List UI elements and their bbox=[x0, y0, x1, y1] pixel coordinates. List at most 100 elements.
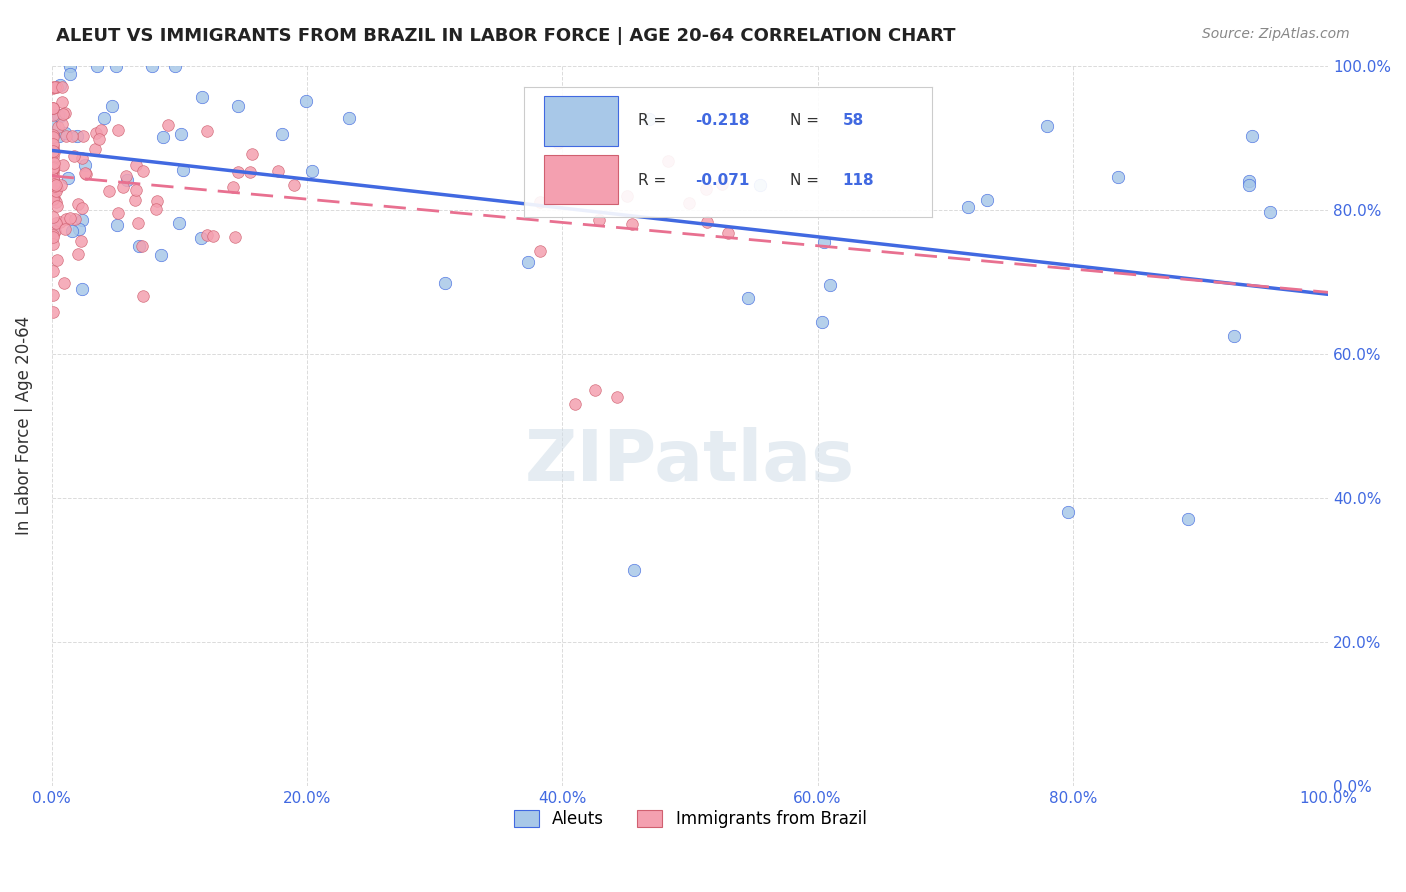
Immigrants from Brazil bbox=[52, 107, 75, 121]
Aleuts bbox=[152, 130, 174, 145]
Aleuts bbox=[70, 282, 93, 296]
Immigrants from Brazil bbox=[267, 164, 290, 178]
Immigrants from Brazil bbox=[42, 305, 65, 319]
Immigrants from Brazil bbox=[51, 117, 73, 131]
Immigrants from Brazil bbox=[42, 139, 65, 153]
Immigrants from Brazil bbox=[46, 253, 69, 268]
Immigrants from Brazil bbox=[65, 212, 87, 227]
Aleuts bbox=[1107, 170, 1129, 185]
Immigrants from Brazil bbox=[588, 212, 610, 227]
Immigrants from Brazil bbox=[657, 153, 679, 168]
Immigrants from Brazil bbox=[42, 150, 65, 164]
Immigrants from Brazil bbox=[46, 181, 69, 195]
Aleuts bbox=[101, 98, 124, 112]
Immigrants from Brazil bbox=[529, 194, 551, 209]
Immigrants from Brazil bbox=[55, 128, 77, 143]
Aleuts bbox=[172, 163, 194, 178]
Immigrants from Brazil bbox=[621, 217, 644, 231]
Aleuts bbox=[48, 129, 70, 144]
Immigrants from Brazil bbox=[42, 237, 65, 252]
Aleuts bbox=[149, 248, 172, 262]
Immigrants from Brazil bbox=[42, 161, 65, 176]
Immigrants from Brazil bbox=[52, 158, 75, 172]
Immigrants from Brazil bbox=[240, 146, 263, 161]
Immigrants from Brazil bbox=[42, 230, 65, 244]
Aleuts bbox=[190, 231, 212, 245]
Text: Source: ZipAtlas.com: Source: ZipAtlas.com bbox=[1202, 27, 1350, 41]
Immigrants from Brazil bbox=[283, 178, 305, 193]
Aleuts bbox=[42, 172, 65, 186]
Immigrants from Brazil bbox=[42, 108, 65, 122]
Immigrants from Brazil bbox=[564, 397, 586, 411]
Immigrants from Brazil bbox=[107, 205, 129, 219]
Immigrants from Brazil bbox=[49, 178, 72, 193]
Immigrants from Brazil bbox=[124, 158, 146, 172]
Immigrants from Brazil bbox=[42, 177, 65, 191]
Immigrants from Brazil bbox=[73, 166, 96, 180]
Immigrants from Brazil bbox=[42, 188, 65, 202]
Immigrants from Brazil bbox=[42, 145, 65, 160]
Immigrants from Brazil bbox=[107, 123, 129, 137]
Immigrants from Brazil bbox=[46, 80, 69, 95]
Immigrants from Brazil bbox=[127, 216, 149, 230]
Immigrants from Brazil bbox=[42, 192, 65, 206]
Immigrants from Brazil bbox=[44, 224, 66, 238]
Immigrants from Brazil bbox=[42, 166, 65, 180]
Y-axis label: In Labor Force | Age 20-64: In Labor Force | Age 20-64 bbox=[15, 316, 32, 535]
Immigrants from Brazil bbox=[67, 197, 90, 211]
Immigrants from Brazil bbox=[42, 264, 65, 278]
Immigrants from Brazil bbox=[42, 130, 65, 145]
Aleuts bbox=[1240, 129, 1263, 144]
Aleuts bbox=[59, 59, 82, 73]
Text: ZIPatlas: ZIPatlas bbox=[524, 427, 855, 496]
Aleuts bbox=[128, 238, 150, 252]
Immigrants from Brazil bbox=[132, 164, 155, 178]
Immigrants from Brazil bbox=[156, 118, 179, 132]
Aleuts bbox=[337, 111, 360, 125]
Aleuts bbox=[46, 108, 69, 122]
Immigrants from Brazil bbox=[224, 230, 246, 244]
Immigrants from Brazil bbox=[124, 183, 146, 197]
Immigrants from Brazil bbox=[547, 136, 569, 150]
Aleuts bbox=[104, 59, 127, 73]
Immigrants from Brazil bbox=[529, 244, 551, 258]
Aleuts bbox=[72, 212, 94, 227]
Aleuts bbox=[748, 178, 770, 192]
Aleuts bbox=[1239, 174, 1261, 188]
Immigrants from Brazil bbox=[115, 169, 138, 184]
Immigrants from Brazil bbox=[66, 247, 89, 261]
Immigrants from Brazil bbox=[84, 142, 107, 156]
Immigrants from Brazil bbox=[202, 228, 225, 243]
Immigrants from Brazil bbox=[696, 215, 718, 229]
Immigrants from Brazil bbox=[579, 182, 602, 196]
Immigrants from Brazil bbox=[42, 161, 65, 175]
Aleuts bbox=[44, 119, 66, 133]
Aleuts bbox=[1260, 205, 1282, 219]
Aleuts bbox=[638, 112, 661, 126]
Immigrants from Brazil bbox=[616, 189, 638, 203]
Immigrants from Brazil bbox=[42, 145, 65, 159]
Immigrants from Brazil bbox=[87, 132, 110, 146]
Immigrants from Brazil bbox=[717, 227, 740, 241]
Aleuts bbox=[813, 235, 835, 249]
Aleuts bbox=[49, 78, 72, 92]
Aleuts bbox=[956, 200, 979, 214]
Immigrants from Brazil bbox=[145, 202, 167, 216]
Aleuts bbox=[1223, 329, 1246, 343]
Aleuts bbox=[66, 128, 89, 143]
Immigrants from Brazil bbox=[42, 101, 65, 115]
Immigrants from Brazil bbox=[678, 196, 700, 211]
Immigrants from Brazil bbox=[42, 227, 65, 242]
Aleuts bbox=[295, 94, 318, 108]
Immigrants from Brazil bbox=[53, 106, 76, 120]
Immigrants from Brazil bbox=[46, 120, 69, 134]
Immigrants from Brazil bbox=[195, 123, 218, 137]
Aleuts bbox=[93, 111, 115, 125]
Immigrants from Brazil bbox=[606, 390, 628, 404]
Immigrants from Brazil bbox=[42, 170, 65, 185]
Immigrants from Brazil bbox=[124, 193, 146, 207]
Aleuts bbox=[976, 193, 998, 207]
Immigrants from Brazil bbox=[42, 160, 65, 174]
Immigrants from Brazil bbox=[585, 165, 607, 179]
Aleuts bbox=[623, 563, 645, 577]
